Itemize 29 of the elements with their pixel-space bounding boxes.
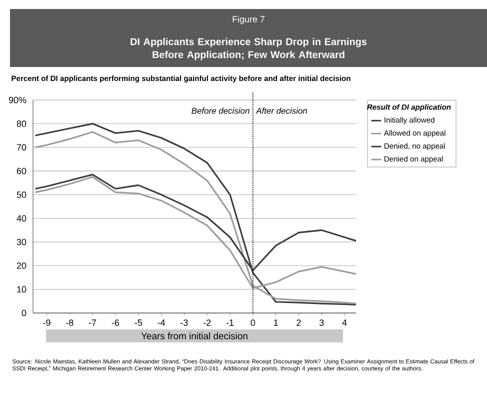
y-tick-label: 80 <box>16 120 26 127</box>
x-tick-label: -5 <box>134 320 142 326</box>
x-tick-label: -7 <box>88 320 96 326</box>
x-tick-label: 2 <box>296 320 301 326</box>
x-tick-label: -6 <box>112 320 120 326</box>
x-tick-label: -2 <box>204 320 211 326</box>
x-tick-label: -4 <box>158 320 166 326</box>
y-tick-label: 40 <box>16 215 26 222</box>
annotation: After decision <box>256 108 308 114</box>
y-tick-label: 10 <box>17 286 26 293</box>
y-tick-label: 30 <box>16 238 26 246</box>
y-tick-label: 90% <box>8 96 26 104</box>
annotation: Before decision <box>192 108 250 114</box>
x-tick-label: -3 <box>180 320 188 326</box>
chart-title: Figure 7 <box>232 16 264 24</box>
x-tick-label: -1 <box>226 320 234 326</box>
x-tick-label: 1 <box>274 320 278 326</box>
x-tick-label: 0 <box>250 320 256 326</box>
x-tick-label: -8 <box>66 320 74 326</box>
x-tick-label: -9 <box>43 320 50 326</box>
x-tick-label: 4 <box>342 320 347 326</box>
y-tick-label: 70 <box>16 144 26 151</box>
x-tick-label: 3 <box>319 320 324 326</box>
y-tick-label: 50 <box>16 191 26 198</box>
y-tick-label: 20 <box>16 262 26 269</box>
y-tick-label: 60 <box>16 168 26 174</box>
chart-subtitle: DI Applicants Experience Sharp Drop in Earnings Before Application; Few Work Afterward <box>130 38 367 60</box>
y-tick-label: 0 <box>22 310 26 316</box>
x-axis-title: Years from initial decision <box>141 332 248 340</box>
